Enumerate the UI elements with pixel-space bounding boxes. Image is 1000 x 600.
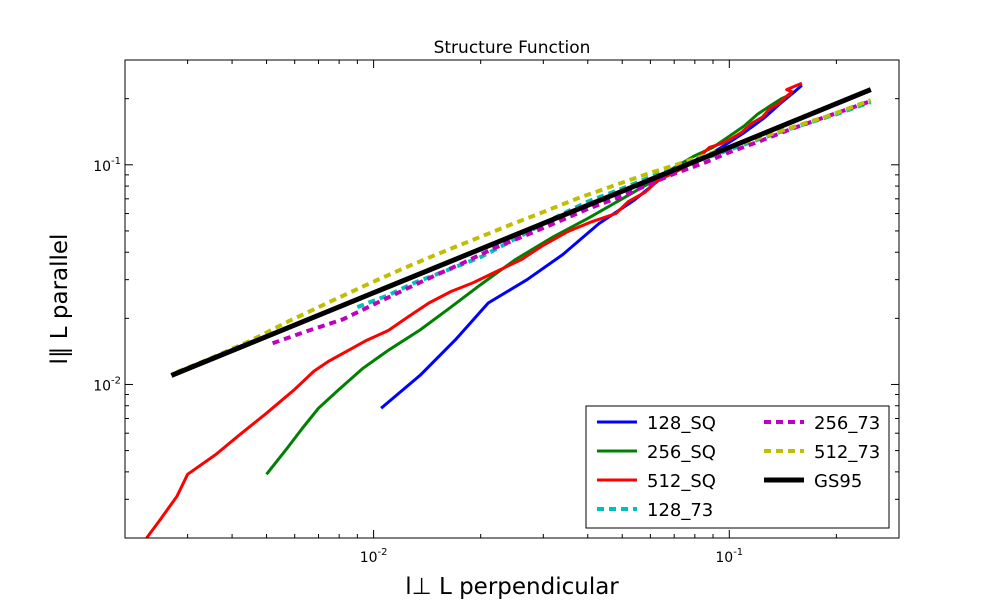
x-tick-label: 10-2 [360,547,388,566]
legend-label-128-sq: 128_SQ [647,413,716,434]
y-tick-label: 10-2 [93,375,121,394]
series-layer [145,81,872,538]
y-tick-label: 10-1 [93,156,121,175]
x-tick-label: 10-1 [715,547,743,566]
series-line-256-sq [265,92,793,476]
tick-base: 10 [93,378,111,394]
series-line-256-73 [271,99,872,346]
y-axis-label: l∥ L parallel [47,234,73,365]
x-axis-label: l⊥ L perpendicular [405,574,619,600]
legend-label-256-73: 256_73 [814,413,880,434]
legend-label-512-73: 512_73 [814,442,880,463]
tick-base: 10 [715,550,733,566]
tick-exponent: -2 [111,375,121,386]
tick-base: 10 [360,550,378,566]
ticks-layer: 10-2 10-110-210-1 [93,60,899,566]
series-line-gs95 [170,87,872,378]
legend-label-128-73: 128_73 [647,500,713,521]
plot-frame [124,59,900,539]
tick-exponent: -2 [378,547,388,558]
legend: 128_SQ 256_SQ 512_SQ 128_73 256_73 512_73 GS95 [585,405,890,529]
tick-exponent: -1 [111,156,121,167]
tick-base: 10 [93,159,111,175]
legend-label-gs95: GS95 [814,471,862,492]
legend-label-256-sq: 256_SQ [647,442,716,463]
legend-label-512-sq: 512_SQ [647,471,716,492]
chart-title: Structure Function [434,38,591,58]
series-line-512-sq [145,81,803,538]
tick-exponent: -1 [733,547,743,558]
